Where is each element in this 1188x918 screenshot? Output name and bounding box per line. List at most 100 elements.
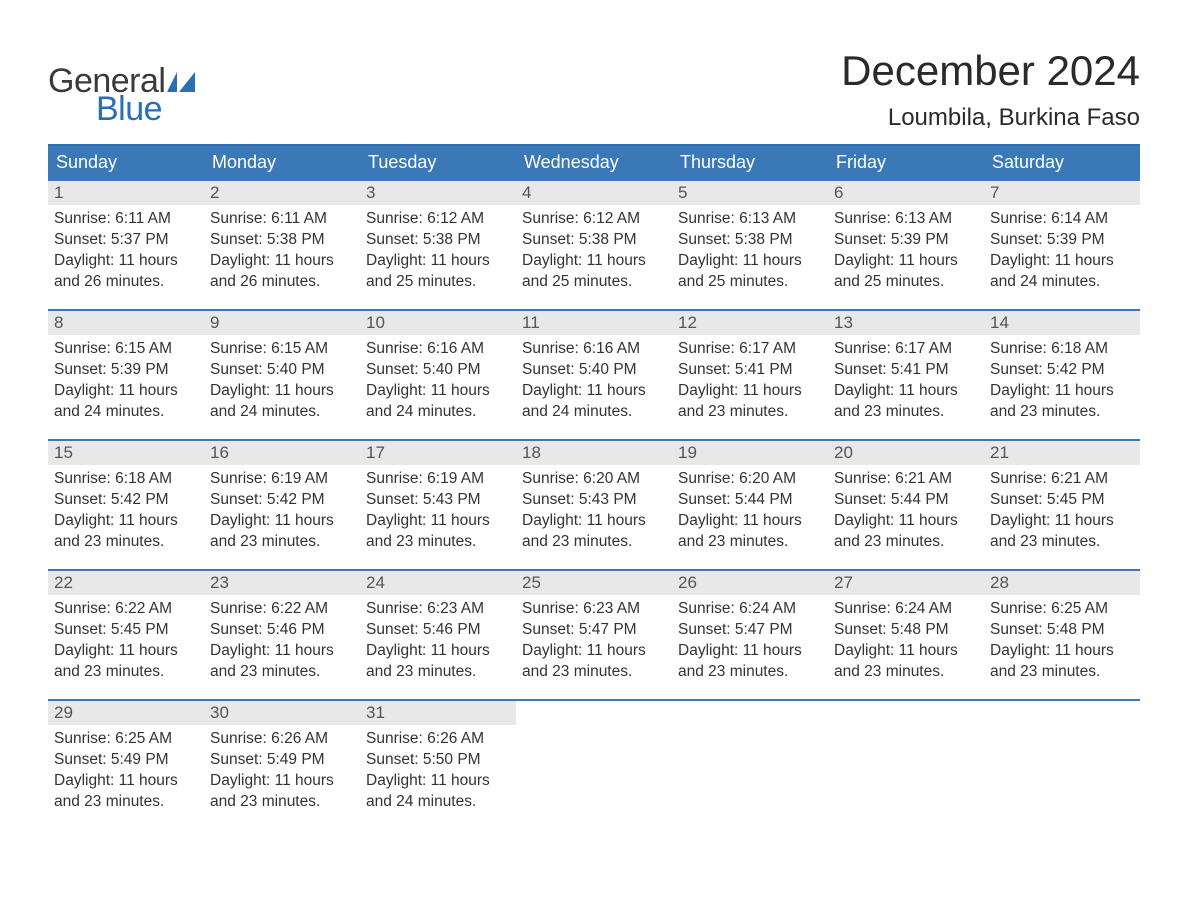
daylight-text-line1: Daylight: 11 hours [366, 511, 510, 532]
day-detail: Sunrise: 6:13 AMSunset: 5:38 PMDaylight:… [672, 205, 828, 299]
daylight-text-line1: Daylight: 11 hours [366, 641, 510, 662]
sunrise-text: Sunrise: 6:14 AM [990, 209, 1134, 230]
day-number: 29 [48, 701, 204, 725]
daylight-text-line2: and 23 minutes. [834, 532, 978, 553]
daylight-text-line1: Daylight: 11 hours [990, 511, 1134, 532]
day-detail: Sunrise: 6:21 AMSunset: 5:45 PMDaylight:… [984, 465, 1140, 559]
sunset-text: Sunset: 5:39 PM [834, 230, 978, 251]
daylight-text-line2: and 24 minutes. [990, 272, 1134, 293]
day-detail: Sunrise: 6:12 AMSunset: 5:38 PMDaylight:… [516, 205, 672, 299]
day-number: 11 [516, 311, 672, 335]
page-header: General Blue December 2024 Loumbila, Bur… [48, 48, 1140, 132]
day-number: 2 [204, 181, 360, 205]
daylight-text-line1: Daylight: 11 hours [54, 251, 198, 272]
sunrise-text: Sunrise: 6:17 AM [678, 339, 822, 360]
sunset-text: Sunset: 5:44 PM [834, 490, 978, 511]
calendar-day-cell: 8Sunrise: 6:15 AMSunset: 5:39 PMDaylight… [48, 310, 204, 440]
sunrise-text: Sunrise: 6:15 AM [210, 339, 354, 360]
calendar-day-cell [672, 700, 828, 830]
calendar-day-cell: 1Sunrise: 6:11 AMSunset: 5:37 PMDaylight… [48, 180, 204, 310]
daylight-text-line1: Daylight: 11 hours [54, 771, 198, 792]
day-number: 14 [984, 311, 1140, 335]
daylight-text-line1: Daylight: 11 hours [522, 251, 666, 272]
day-number: 16 [204, 441, 360, 465]
calendar-day-cell: 15Sunrise: 6:18 AMSunset: 5:42 PMDayligh… [48, 440, 204, 570]
daylight-text-line2: and 23 minutes. [678, 402, 822, 423]
day-detail: Sunrise: 6:18 AMSunset: 5:42 PMDaylight:… [48, 465, 204, 559]
calendar-day-cell: 20Sunrise: 6:21 AMSunset: 5:44 PMDayligh… [828, 440, 984, 570]
daylight-text-line2: and 23 minutes. [990, 532, 1134, 553]
daylight-text-line2: and 23 minutes. [834, 402, 978, 423]
daylight-text-line2: and 23 minutes. [678, 532, 822, 553]
day-detail: Sunrise: 6:25 AMSunset: 5:49 PMDaylight:… [48, 725, 204, 819]
calendar-week-row: 22Sunrise: 6:22 AMSunset: 5:45 PMDayligh… [48, 570, 1140, 700]
calendar-page: General Blue December 2024 Loumbila, Bur… [0, 0, 1188, 830]
sunset-text: Sunset: 5:41 PM [678, 360, 822, 381]
calendar-day-cell: 4Sunrise: 6:12 AMSunset: 5:38 PMDaylight… [516, 180, 672, 310]
sunset-text: Sunset: 5:40 PM [366, 360, 510, 381]
daylight-text-line1: Daylight: 11 hours [210, 511, 354, 532]
day-detail: Sunrise: 6:15 AMSunset: 5:40 PMDaylight:… [204, 335, 360, 429]
day-number: 20 [828, 441, 984, 465]
day-number: 10 [360, 311, 516, 335]
calendar-day-cell: 7 Sunrise: 6:14 AMSunset: 5:39 PMDaylight… [984, 180, 1140, 310]
day-detail: Sunrise: 6:26 AMSunset: 5:49 PMDaylight:… [204, 725, 360, 819]
daylight-text-line1: Daylight: 11 hours [678, 381, 822, 402]
daylight-text-line1: Daylight: 11 hours [990, 251, 1134, 272]
calendar-day-cell: 25Sunrise: 6:23 AMSunset: 5:47 PMDayligh… [516, 570, 672, 700]
daylight-text-line2: and 26 minutes. [54, 272, 198, 293]
day-number: 6 [828, 181, 984, 205]
calendar-day-cell: 28Sunrise: 6:25 AMSunset: 5:48 PMDayligh… [984, 570, 1140, 700]
daylight-text-line1: Daylight: 11 hours [210, 381, 354, 402]
sunset-text: Sunset: 5:46 PM [210, 620, 354, 641]
daylight-text-line1: Daylight: 11 hours [54, 511, 198, 532]
calendar-table: Sunday Monday Tuesday Wednesday Thursday… [48, 144, 1140, 830]
day-header: Thursday [672, 145, 828, 180]
sunrise-text: Sunrise: 6:20 AM [678, 469, 822, 490]
day-header: Sunday [48, 145, 204, 180]
sunset-text: Sunset: 5:40 PM [522, 360, 666, 381]
day-header: Saturday [984, 145, 1140, 180]
daylight-text-line2: and 26 minutes. [210, 272, 354, 293]
sunset-text: Sunset: 5:39 PM [990, 230, 1134, 251]
calendar-day-cell: 31Sunrise: 6:26 AMSunset: 5:50 PMDayligh… [360, 700, 516, 830]
sunset-text: Sunset: 5:47 PM [678, 620, 822, 641]
daylight-text-line2: and 25 minutes. [366, 272, 510, 293]
calendar-week-row: 29Sunrise: 6:25 AMSunset: 5:49 PMDayligh… [48, 700, 1140, 830]
sunrise-text: Sunrise: 6:22 AM [54, 599, 198, 620]
day-number: 5 [672, 181, 828, 205]
calendar-day-cell: 13Sunrise: 6:17 AMSunset: 5:41 PMDayligh… [828, 310, 984, 440]
sunset-text: Sunset: 5:38 PM [522, 230, 666, 251]
calendar-day-cell [984, 700, 1140, 830]
daylight-text-line2: and 23 minutes. [522, 662, 666, 683]
sunrise-text: Sunrise: 6:23 AM [366, 599, 510, 620]
sunset-text: Sunset: 5:49 PM [54, 750, 198, 771]
day-detail: Sunrise: 6:11 AMSunset: 5:37 PMDaylight:… [48, 205, 204, 299]
calendar-day-cell: 14Sunrise: 6:18 AMSunset: 5:42 PMDayligh… [984, 310, 1140, 440]
calendar-day-cell [516, 700, 672, 830]
calendar-day-cell: 16Sunrise: 6:19 AMSunset: 5:42 PMDayligh… [204, 440, 360, 570]
sunrise-text: Sunrise: 6:22 AM [210, 599, 354, 620]
day-detail: Sunrise: 6:17 AMSunset: 5:41 PMDaylight:… [672, 335, 828, 429]
day-header: Wednesday [516, 145, 672, 180]
day-number: 7 [984, 181, 1140, 205]
sunrise-text: Sunrise: 6:19 AM [210, 469, 354, 490]
daylight-text-line1: Daylight: 11 hours [210, 251, 354, 272]
day-detail: Sunrise: 6:24 AMSunset: 5:47 PMDaylight:… [672, 595, 828, 689]
day-number: 23 [204, 571, 360, 595]
daylight-text-line2: and 24 minutes. [522, 402, 666, 423]
daylight-text-line2: and 23 minutes. [54, 792, 198, 813]
daylight-text-line1: Daylight: 11 hours [522, 381, 666, 402]
calendar-day-cell: 3Sunrise: 6:12 AMSunset: 5:38 PMDaylight… [360, 180, 516, 310]
flag-icon [167, 72, 195, 92]
sunrise-text: Sunrise: 6:20 AM [522, 469, 666, 490]
day-header: Tuesday [360, 145, 516, 180]
daylight-text-line2: and 24 minutes. [366, 792, 510, 813]
sunrise-text: Sunrise: 6:12 AM [522, 209, 666, 230]
calendar-day-cell: 17Sunrise: 6:19 AMSunset: 5:43 PMDayligh… [360, 440, 516, 570]
day-number: 21 [984, 441, 1140, 465]
day-detail: Sunrise: 6:16 AMSunset: 5:40 PMDaylight:… [360, 335, 516, 429]
day-detail: Sunrise: 6:22 AMSunset: 5:45 PMDaylight:… [48, 595, 204, 689]
day-number: 9 [204, 311, 360, 335]
day-number: 26 [672, 571, 828, 595]
